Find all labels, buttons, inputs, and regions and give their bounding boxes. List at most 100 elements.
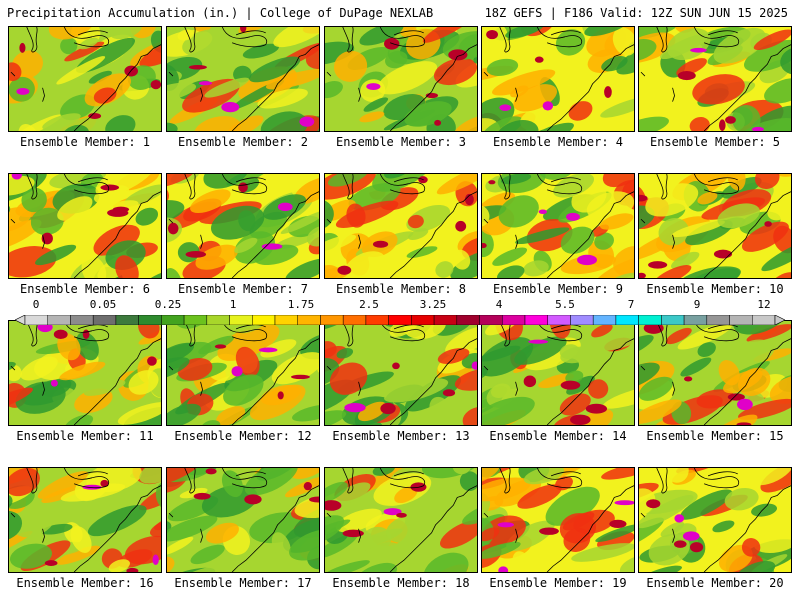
- member-caption: Ensemble Member: 17: [174, 576, 312, 590]
- precip-map: [482, 321, 634, 425]
- colorbar-segment: [115, 314, 139, 326]
- member-caption: Ensemble Member: 20: [646, 576, 784, 590]
- member-caption: Ensemble Member: 4: [492, 135, 624, 149]
- colorbar-tick-label: 1.75: [287, 298, 315, 311]
- member-map-panel: [166, 26, 320, 132]
- member-caption: Ensemble Member: 15: [646, 429, 784, 443]
- member-caption: Ensemble Member: 14: [489, 429, 627, 443]
- precip-map: [167, 321, 319, 425]
- precip-map: [482, 174, 634, 278]
- member-map-panel: [638, 467, 792, 573]
- member-map-panel: [324, 26, 478, 132]
- member-map-panel: [481, 467, 635, 573]
- member-map-panel: [638, 26, 792, 132]
- colorbar-segment: [47, 314, 71, 326]
- member-map-panel: [166, 467, 320, 573]
- precip-map: [639, 27, 791, 131]
- member-caption: Ensemble Member: 13: [332, 429, 470, 443]
- colorbar-segment: [183, 314, 208, 326]
- colorbar-segment: [297, 314, 321, 326]
- colorbar-segment: [70, 314, 94, 326]
- colorbar-segment: [638, 314, 662, 326]
- colorbar-segment: [433, 314, 458, 326]
- colorbar-segment: [661, 314, 685, 326]
- colorbar-segment: [24, 314, 48, 326]
- valid-time: 18Z GEFS | F186 Valid: 12Z SUN JUN 15 20…: [484, 6, 788, 20]
- member-caption: Ensemble Member: 9: [492, 282, 624, 296]
- colorbar-tick-label: 9: [693, 298, 701, 311]
- member-map-panel: [324, 173, 478, 279]
- member-caption: Ensemble Member: 3: [335, 135, 467, 149]
- colorbar-right-arrow: [774, 314, 786, 326]
- precip-map: [167, 174, 319, 278]
- colorbar-segment: [161, 314, 185, 326]
- colorbar-segment: [683, 314, 708, 326]
- colorbar-segment: [456, 314, 480, 326]
- colorbar-segment: [524, 314, 548, 326]
- precip-map: [9, 174, 161, 278]
- member-caption: Ensemble Member: 1: [19, 135, 151, 149]
- header: Precipitation Accumulation (in.) | Colle…: [0, 0, 800, 26]
- member-caption: Ensemble Member: 2: [177, 135, 309, 149]
- colorbar-tick-label: 5.5: [555, 298, 575, 311]
- precip-map: [639, 174, 791, 278]
- member-map-panel: [481, 173, 635, 279]
- member-caption: Ensemble Member: 18: [332, 576, 470, 590]
- precip-map: [325, 321, 477, 425]
- colorbar-segment: [206, 314, 230, 326]
- colorbar-segment: [752, 314, 776, 326]
- colorbar-tick-label: 0.25: [154, 298, 182, 311]
- colorbar-segment: [570, 314, 594, 326]
- precip-map: [167, 27, 319, 131]
- colorbar-segment: [252, 314, 276, 326]
- colorbar-segment: [388, 314, 412, 326]
- precip-map: [325, 468, 477, 572]
- colorbar-svg: [14, 314, 786, 326]
- colorbar-segment: [547, 314, 571, 326]
- member-map-panel: [166, 173, 320, 279]
- member-caption: Ensemble Member: 5: [649, 135, 781, 149]
- colorbar-segment: [138, 314, 162, 326]
- member-map-panel: [166, 320, 320, 426]
- member-caption: Ensemble Member: 16: [16, 576, 154, 590]
- precip-map: [325, 174, 477, 278]
- member-map-panel: [481, 26, 635, 132]
- colorbar-tick-label: 0.05: [89, 298, 117, 311]
- colorbar-segment: [479, 314, 503, 326]
- member-map-panel: [638, 320, 792, 426]
- colorbar-tick-label: 12: [757, 298, 771, 311]
- colorbar-tick-label: 4: [495, 298, 503, 311]
- member-caption: Ensemble Member: 7: [177, 282, 309, 296]
- member-caption: Ensemble Member: 12: [174, 429, 312, 443]
- colorbar-tick-label: 2.5: [359, 298, 379, 311]
- precip-map: [9, 27, 161, 131]
- member-caption: Ensemble Member: 6: [19, 282, 151, 296]
- colorbar-tick-label: 0: [32, 298, 40, 311]
- member-map-panel: [324, 320, 478, 426]
- member-map-panel: [638, 173, 792, 279]
- member-map-panel: [8, 467, 162, 573]
- precip-map: [167, 468, 319, 572]
- colorbar-segment: [706, 314, 730, 326]
- precip-map: [639, 468, 791, 572]
- colorbar-segment: [274, 314, 298, 326]
- precip-map: [9, 468, 161, 572]
- colorbar-segment: [229, 314, 253, 326]
- colorbar-tick-label: 1: [229, 298, 237, 311]
- member-map-panel: [8, 320, 162, 426]
- colorbar-segment: [502, 314, 526, 326]
- member-map-panel: [8, 173, 162, 279]
- colorbar-segment: [729, 314, 753, 326]
- colorbar-segment: [615, 314, 639, 326]
- precip-map: [325, 27, 477, 131]
- precip-map: [482, 468, 634, 572]
- precip-map: [482, 27, 634, 131]
- colorbar-tick-label: 7: [627, 298, 635, 311]
- precip-map: [9, 321, 161, 425]
- colorbar-segment: [411, 314, 435, 326]
- member-caption: Ensemble Member: 10: [646, 282, 784, 296]
- colorbar-segment: [592, 314, 617, 326]
- member-map-panel: [8, 26, 162, 132]
- colorbar-segment: [365, 314, 389, 326]
- colorbar-segment: [92, 314, 117, 326]
